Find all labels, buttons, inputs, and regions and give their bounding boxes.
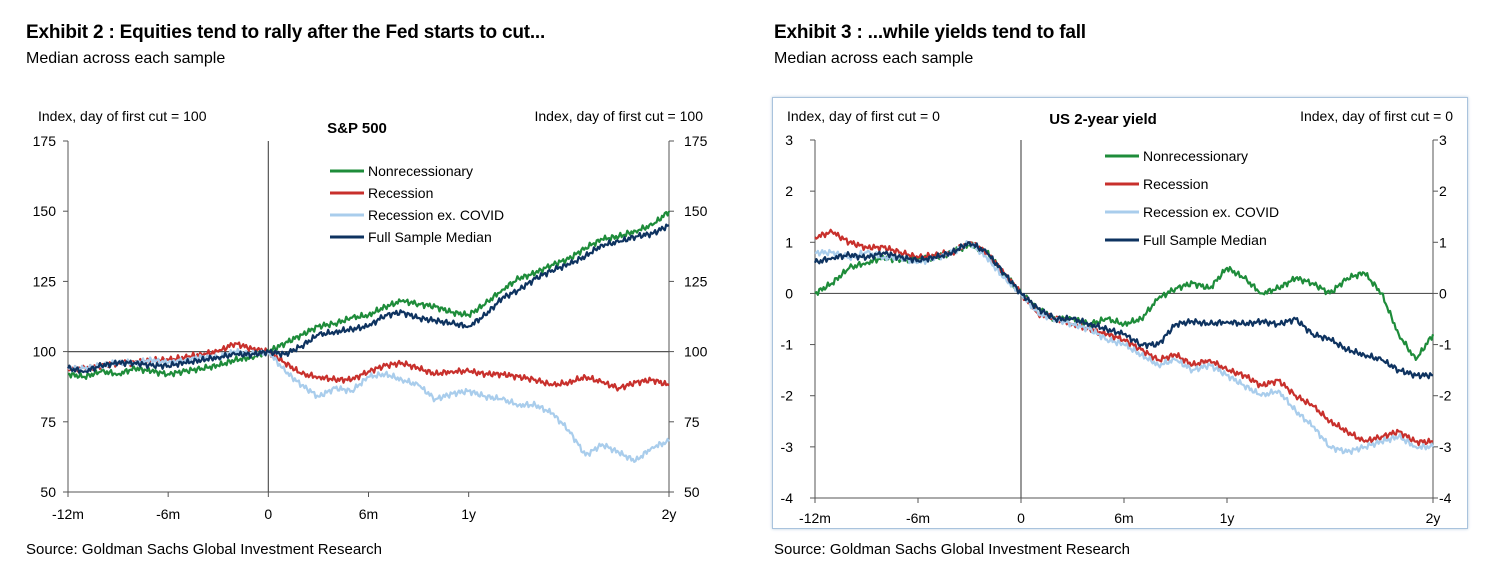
x-tick-label: -6m <box>906 510 930 526</box>
y-axis-label-right: Index, day of first cut = 0 <box>1300 108 1453 124</box>
exhibit-title: Exhibit 2 : Equities tend to rally after… <box>26 22 546 43</box>
source-note: Source: Goldman Sachs Global Investment … <box>774 541 1131 558</box>
y-axis-label-right: Index, day of first cut = 100 <box>535 108 704 124</box>
legend-label: Recession ex. COVID <box>368 207 504 223</box>
y-tick-label-left: 3 <box>785 132 793 148</box>
y-tick-label-left: 2 <box>785 183 793 199</box>
y-tick-label-right: -1 <box>1439 337 1452 353</box>
y-tick-label-right: 125 <box>684 273 708 289</box>
sp500-chart-container: 50 50 75 75 100 100 125 125 150 150 175 175 -12m -6m 0… <box>0 95 730 535</box>
y-tick-label-left: -4 <box>781 490 794 506</box>
x-tick-label: 1y <box>461 506 476 522</box>
legend-label: Nonrecessionary <box>368 163 473 179</box>
series-line-full-sample-median <box>813 241 1434 380</box>
y-tick-label-left: -2 <box>781 388 794 404</box>
y-tick-label-right: -2 <box>1439 388 1452 404</box>
y-tick-label-left: 100 <box>33 344 57 360</box>
x-tick-label: 6m <box>1114 510 1133 526</box>
sp500-chart: 50 50 75 75 100 100 125 125 150 150 175 175 -12m -6m 0… <box>33 108 708 522</box>
series-line-recession <box>67 341 670 392</box>
y-tick-label-right: 175 <box>684 133 708 149</box>
legend-label: Full Sample Median <box>368 229 492 245</box>
x-tick-label: -12m <box>799 510 831 526</box>
y-tick-label-left: 150 <box>33 203 57 219</box>
x-tick-label: 0 <box>1017 510 1025 526</box>
series-line-full-sample-median <box>67 223 670 374</box>
series-line-nonrecessionary <box>67 210 671 380</box>
y-tick-label-right: -4 <box>1439 490 1452 506</box>
x-tick-label: 2y <box>662 506 677 522</box>
y-tick-label-left: -3 <box>781 439 794 455</box>
legend-label: Nonrecessionary <box>1143 148 1248 164</box>
legend-label: Full Sample Median <box>1143 232 1267 248</box>
y-tick-label-left: 0 <box>785 285 793 301</box>
y-tick-label-right: 150 <box>684 203 708 219</box>
exhibit-2: Exhibit 2 : Equities tend to rally after… <box>0 0 730 586</box>
y-tick-label-right: 3 <box>1439 132 1447 148</box>
y-tick-label-right: -3 <box>1439 439 1452 455</box>
chart-title: S&P 500 <box>327 120 387 137</box>
y-axis-label-left: Index, day of first cut = 100 <box>38 108 207 124</box>
y-tick-label-right: 50 <box>684 484 700 500</box>
y-tick-label-left: -1 <box>781 337 794 353</box>
y-tick-label-left: 1 <box>785 234 793 250</box>
y-tick-label-left: 75 <box>40 414 56 430</box>
chart-title: US 2-year yield <box>1049 111 1157 128</box>
x-tick-label: -6m <box>156 506 180 522</box>
exhibit-subtitle: Median across each sample <box>774 50 974 67</box>
x-tick-label: 0 <box>264 506 272 522</box>
exhibit-title: Exhibit 3 : ...while yields tend to fall <box>774 22 1086 43</box>
y-tick-label-right: 0 <box>1439 285 1447 301</box>
us2y-chart-container: -4 -4 -3 -3 -2 -2 -1 -1 0 0 1 1 2 2 3 3 -12m -6m 0 6m 1y 2y US… <box>772 97 1468 529</box>
y-tick-label-left: 175 <box>33 133 57 149</box>
x-tick-label: -12m <box>52 506 84 522</box>
x-tick-label: 1y <box>1220 510 1235 526</box>
y-tick-label-left: 50 <box>40 484 56 500</box>
series-line-recession-ex-covid <box>67 347 670 463</box>
legend-label: Recession <box>368 185 433 201</box>
y-axis-label-left: Index, day of first cut = 0 <box>787 108 940 124</box>
us2y-chart: -4 -4 -3 -3 -2 -2 -1 -1 0 0 1 1 2 2 3 3 -12m -6m 0 6m 1y 2y US… <box>781 108 1454 526</box>
y-tick-label-right: 100 <box>684 344 708 360</box>
legend-label: Recession <box>1143 176 1208 192</box>
series-line-recession-ex-covid <box>814 240 1435 455</box>
y-tick-label-left: 125 <box>33 273 57 289</box>
exhibit-subtitle: Median across each sample <box>26 50 226 67</box>
series-line-recession <box>814 228 1434 447</box>
source-note: Source: Goldman Sachs Global Investment … <box>26 541 383 558</box>
y-tick-label-right: 1 <box>1439 234 1447 250</box>
y-tick-label-right: 2 <box>1439 183 1447 199</box>
exhibit-3: Exhibit 3 : ...while yields tend to fall… <box>748 0 1478 586</box>
y-tick-label-right: 75 <box>684 414 700 430</box>
x-tick-label: 2y <box>1426 510 1441 526</box>
x-tick-label: 6m <box>359 506 378 522</box>
legend-label: Recession ex. COVID <box>1143 204 1279 220</box>
